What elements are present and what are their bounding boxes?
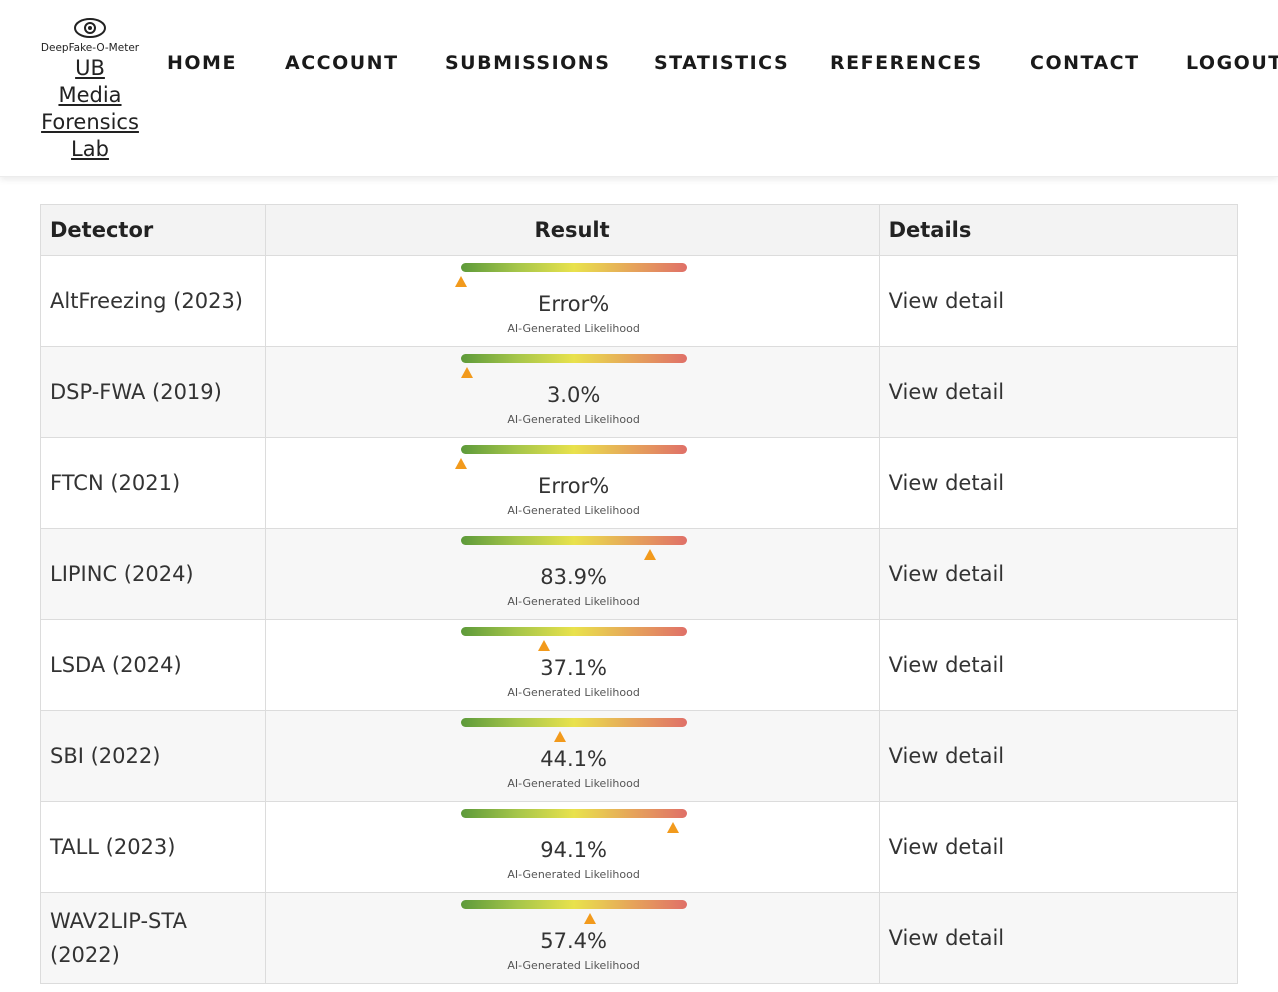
likelihood-gauge: Error% AI-Generated Likelihood	[454, 263, 687, 343]
likelihood-caption: AI-Generated Likelihood	[507, 686, 640, 699]
likelihood-gauge: 57.4% AI-Generated Likelihood	[460, 900, 687, 980]
gauge-marker-icon	[461, 367, 474, 378]
likelihood-gauge: Error% AI-Generated Likelihood	[454, 445, 687, 525]
likelihood-caption: AI-Generated Likelihood	[507, 959, 640, 972]
detector-name: WAV2LIP-STA (2022)	[50, 909, 187, 967]
table-header-row: Detector Result Details	[41, 205, 1237, 255]
nav-references[interactable]: REFERENCES	[830, 52, 983, 74]
likelihood-value: 44.1%	[540, 747, 607, 771]
likelihood-caption: AI-Generated Likelihood	[507, 595, 640, 608]
lab-link-line[interactable]: Forensics	[41, 110, 139, 134]
gauge-bar	[460, 627, 687, 636]
results-table: Detector Result Details AltFreezing (202…	[40, 204, 1238, 984]
gauge-bar	[460, 263, 687, 272]
column-header-detector: Detector	[50, 218, 154, 242]
view-detail-link[interactable]: View detail	[888, 562, 1005, 586]
gauge-marker-icon	[538, 640, 551, 651]
gauge-marker-icon	[554, 731, 567, 742]
nav-submissions[interactable]: SUBMISSIONS	[445, 52, 611, 74]
detector-name: LSDA (2024)	[50, 653, 182, 677]
column-header-details: Details	[888, 218, 972, 242]
lab-link-line[interactable]: UB	[75, 56, 105, 80]
table-row: AltFreezing (2023) Error% AI-Generated Lik…	[41, 255, 1237, 346]
nav-logout[interactable]: LOGOUT	[1186, 52, 1278, 74]
likelihood-gauge: 83.9% AI-Generated Likelihood	[460, 536, 687, 616]
likelihood-caption: AI-Generated Likelihood	[507, 504, 640, 517]
view-detail-link[interactable]: View detail	[888, 926, 1005, 950]
gauge-bar	[460, 354, 687, 363]
likelihood-caption: AI-Generated Likelihood	[507, 777, 640, 790]
lab-link[interactable]: UB Media Forensics Lab	[30, 55, 150, 163]
main-nav: HOME ACCOUNT SUBMISSIONS STATISTICS REFE…	[0, 52, 1278, 76]
nav-contact[interactable]: CONTACT	[1030, 52, 1140, 74]
eye-icon	[74, 18, 106, 38]
gauge-bar	[460, 536, 687, 545]
lab-link-line[interactable]: Lab	[71, 137, 109, 161]
detector-name: AltFreezing (2023)	[50, 289, 243, 313]
table-row: WAV2LIP-STA (2022) 57.4% AI-Generated Like…	[41, 892, 1237, 983]
likelihood-caption: AI-Generated Likelihood	[507, 868, 640, 881]
detector-name: SBI (2022)	[50, 744, 161, 768]
detector-name: LIPINC (2024)	[50, 562, 194, 586]
detector-name: DSP-FWA (2019)	[50, 380, 222, 404]
likelihood-caption: AI-Generated Likelihood	[507, 322, 640, 335]
table-row: DSP-FWA (2019) 3.0% AI-Generated Likelihoo…	[41, 346, 1237, 437]
gauge-bar	[460, 445, 687, 454]
likelihood-value: 37.1%	[540, 656, 607, 680]
likelihood-gauge: 44.1% AI-Generated Likelihood	[460, 718, 687, 798]
gauge-bar	[460, 718, 687, 727]
view-detail-link[interactable]: View detail	[888, 289, 1005, 313]
gauge-bar	[460, 809, 687, 818]
table-row: FTCN (2021) Error% AI-Generated Likelihood…	[41, 437, 1237, 528]
gauge-marker-icon	[454, 458, 467, 469]
likelihood-gauge: 94.1% AI-Generated Likelihood	[460, 809, 687, 889]
table-row: SBI (2022) 44.1% AI-Generated Likelihood Vi…	[41, 710, 1237, 801]
table-row: TALL (2023) 94.1% AI-Generated Likelihood V…	[41, 801, 1237, 892]
likelihood-gauge: 3.0% AI-Generated Likelihood	[460, 354, 687, 434]
nav-home[interactable]: HOME	[167, 52, 237, 74]
site-header: DeepFake-O-Meter UB Media Forensics Lab …	[0, 0, 1278, 177]
gauge-marker-icon	[667, 822, 680, 833]
table-row: LIPINC (2024) 83.9% AI-Generated Likelihoo…	[41, 528, 1237, 619]
gauge-marker-icon	[584, 913, 597, 924]
lab-link-line[interactable]: Media	[58, 83, 122, 107]
logo-tagline: DeepFake-O-Meter	[40, 42, 140, 54]
column-header-result: Result	[534, 218, 610, 242]
gauge-bar	[460, 900, 687, 909]
likelihood-value: 57.4%	[540, 929, 607, 953]
likelihood-value: 94.1%	[540, 838, 607, 862]
nav-statistics[interactable]: STATISTICS	[654, 52, 790, 74]
likelihood-value: 3.0%	[546, 383, 601, 407]
table-body: AltFreezing (2023) Error% AI-Generated Lik…	[41, 255, 1237, 983]
nav-account[interactable]: ACCOUNT	[285, 52, 399, 74]
view-detail-link[interactable]: View detail	[888, 653, 1005, 677]
likelihood-caption: AI-Generated Likelihood	[507, 413, 640, 426]
site-logo[interactable]: DeepFake-O-Meter UB Media Forensics Lab	[30, 16, 150, 163]
view-detail-link[interactable]: View detail	[888, 835, 1005, 859]
view-detail-link[interactable]: View detail	[888, 744, 1005, 768]
detector-name: TALL (2023)	[50, 835, 176, 859]
likelihood-gauge: 37.1% AI-Generated Likelihood	[460, 627, 687, 707]
detector-name: FTCN (2021)	[50, 471, 181, 495]
likelihood-value: Error%	[538, 292, 610, 316]
likelihood-value: Error%	[538, 474, 610, 498]
likelihood-value: 83.9%	[540, 565, 607, 589]
gauge-marker-icon	[454, 276, 467, 287]
table-row: LSDA (2024) 37.1% AI-Generated Likelihood V…	[41, 619, 1237, 710]
gauge-marker-icon	[644, 549, 657, 560]
view-detail-link[interactable]: View detail	[888, 471, 1005, 495]
view-detail-link[interactable]: View detail	[888, 380, 1005, 404]
